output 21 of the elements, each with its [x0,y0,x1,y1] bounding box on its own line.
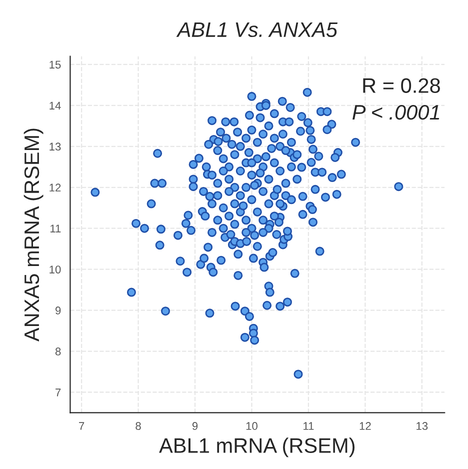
y-tick-label: 7 [56,388,61,396]
annotation: R = 0.28 [363,78,440,93]
x-tick-label: 12 [360,422,371,430]
y-tick-label: 10 [50,266,61,274]
x-tick-label: 8 [136,422,141,430]
x-tick-label: 10 [246,422,258,430]
y-tick-label: 14 [50,102,61,110]
x-tick-label: 9 [192,422,198,430]
y-tick-label: 12 [50,184,61,192]
x-tick-label: 13 [416,422,428,430]
x-tick-label: 11 [304,422,314,430]
y-tick-label: 13 [50,142,61,151]
x-axis-title: ABL1 mRNA (RSEM) [159,438,355,458]
y-tick-label: 11 [50,224,61,232]
annotation: P < .0001 [352,104,440,120]
y-tick-label: 9 [56,306,61,314]
x-tick-label: 7 [79,422,84,430]
y-tick-label: 8 [55,348,61,356]
y-axis-title: ANXA5 mRNA (RSEM) [24,128,44,342]
y-tick-label: 15 [50,60,61,69]
chart-title: ABL1 Vs. ANXA5 [176,22,338,38]
